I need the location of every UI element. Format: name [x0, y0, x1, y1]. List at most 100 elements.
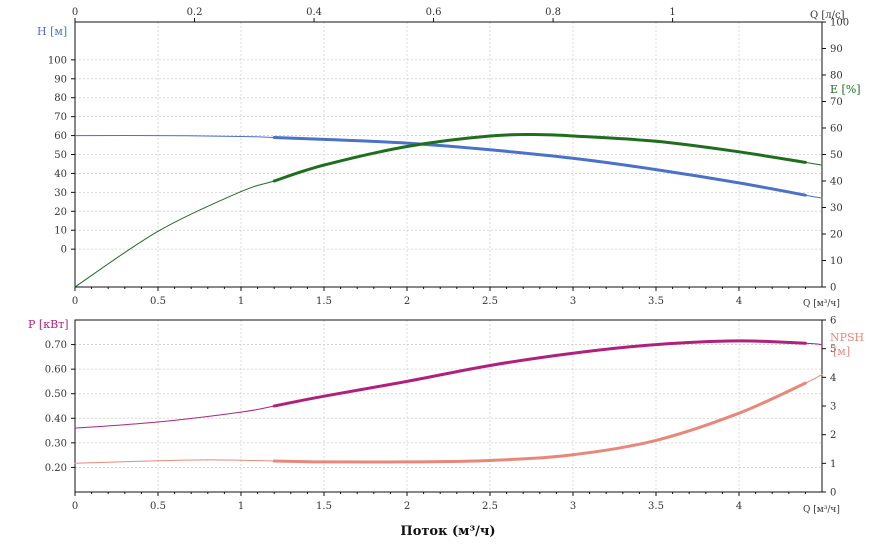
- top-right-tick-label: 100: [830, 18, 849, 29]
- bottom-series-0-point: [240, 411, 242, 413]
- bottom-series-1-point: [207, 459, 209, 461]
- top-x-tick-label: 4: [736, 296, 742, 307]
- top-x-tick-label: 2.5: [482, 296, 498, 307]
- bottom-x-tick-label: 0.5: [150, 501, 166, 512]
- top-right-tick-label: 30: [830, 203, 843, 214]
- bottom-right-tick-label: 0: [830, 488, 836, 499]
- top-right-tick-label: 40: [830, 177, 843, 188]
- top-axis-tick-label: 0.2: [187, 7, 203, 18]
- bottom-series-1-point: [240, 459, 242, 461]
- bottom-plot-frame: [74, 319, 823, 493]
- bottom-left-tick-label: 0.20: [45, 463, 67, 474]
- bottom-series-1-point: [572, 454, 574, 456]
- bottom-series-0-point: [804, 342, 807, 344]
- top-series-0-point: [240, 135, 242, 138]
- top-series-1-point: [489, 135, 491, 137]
- bottom-left-tick-label: 0.50: [45, 389, 67, 400]
- efficiency-axis-label: E [%]: [830, 83, 861, 96]
- bottom-series-1-point: [489, 459, 491, 462]
- bottom-series-0-point: [323, 395, 325, 397]
- top-left-tick-label: 100: [48, 55, 67, 66]
- bottom-right-tick-label: 3: [830, 402, 836, 413]
- top-left-tick-label: 80: [54, 93, 67, 104]
- top-left-tick-label: 60: [54, 131, 67, 142]
- top-series-0-point: [738, 182, 740, 184]
- bottom-left-tick-label: 0.30: [45, 438, 67, 449]
- top-right-tick-label: 90: [830, 44, 843, 55]
- bottom-x-tick-label: 4: [736, 501, 742, 512]
- top-series-1-full-curve: [74, 134, 823, 288]
- bottom-series-0-point: [738, 340, 740, 342]
- top-left-tick-label: 50: [54, 150, 67, 161]
- bottom-x-tick-label: 2: [404, 501, 410, 512]
- power-npsh-panel: 0 0.5 1 1.5 2 2.5 3 3.5 4 0.20 0.30 0.40 0.50 0.60 0.7…: [28, 316, 864, 540]
- bottom-series-0-point: [821, 343, 823, 346]
- top-left-tick-label: 20: [54, 207, 67, 218]
- top-series-1-point: [240, 191, 242, 193]
- top-tick-labels: 0 0.2 0.4 0.6 0.8 10 0.5 1 1.5 2 2.5 3 3.5 4010203040…: [48, 7, 849, 307]
- top-x-tick-label: 2: [404, 296, 410, 307]
- top-left-tick-label: 40: [54, 169, 67, 180]
- top-right-tick-label: 70: [830, 97, 843, 108]
- top-left-tick-label: 30: [54, 188, 67, 199]
- top-series-1-point: [804, 161, 807, 164]
- top-x-tick-label: 0.5: [150, 296, 166, 307]
- bottom-x-tick-label: 0: [72, 501, 78, 512]
- bottom-series-0-full-curve: [74, 340, 823, 429]
- top-right-tick-label: 80: [830, 71, 843, 82]
- top-series-1-point: [273, 180, 275, 182]
- flow-axis-title: Поток (м³/ч): [400, 524, 495, 539]
- top-series-group: [74, 133, 823, 288]
- bottom-right-tick-label: 6: [830, 316, 836, 327]
- top-right-tick-label: 20: [830, 230, 843, 241]
- top-series-0-point: [157, 134, 159, 137]
- bottom-series-0-point: [157, 421, 159, 423]
- top-axis-tick-label: 0.4: [306, 7, 322, 18]
- top-axis-tick-label: 0: [72, 7, 78, 18]
- bottom-series-1-point: [821, 373, 823, 376]
- top-series-1-point: [572, 135, 574, 137]
- top-series-1-point: [655, 140, 657, 142]
- bottom-series-0-point: [74, 427, 76, 429]
- top-right-tick-label: 60: [830, 124, 843, 135]
- top-right-tick-label: 0: [830, 283, 836, 294]
- top-right-tick-label: 50: [830, 150, 843, 161]
- top-axis-tick-label: 0.6: [426, 7, 442, 18]
- top-x-tick-label: 1.5: [316, 296, 332, 307]
- head-efficiency-panel: 0 0.2 0.4 0.6 0.8 10 0.5 1 1.5 2 2.5 3 3.5 4010203040…: [37, 7, 861, 309]
- bottom-x-tick-label: 1: [238, 501, 244, 512]
- top-left-tick-label: 90: [54, 74, 67, 85]
- top-series-1-point: [821, 164, 823, 166]
- bottom-right-tick-label: 1: [830, 459, 836, 470]
- bottom-series-group: [74, 339, 823, 464]
- top-series-0-operating-range: [272, 136, 807, 197]
- top-series-1-point: [539, 134, 541, 136]
- top-series-1-point: [323, 164, 325, 166]
- top-x-tick-label: 0: [72, 296, 78, 307]
- bottom-series-0-point: [489, 364, 491, 367]
- bottom-series-1-point: [804, 382, 807, 384]
- top-series-1-point: [738, 151, 740, 153]
- top-x-tick-label: 3: [570, 296, 576, 307]
- bottom-series-1-point: [406, 461, 408, 463]
- bottom-grid: [75, 320, 822, 492]
- top-series-0-point: [273, 136, 275, 139]
- head-axis-label: H [м]: [37, 25, 67, 38]
- power-axis-label: P [кВт]: [28, 318, 69, 331]
- bottom-x-tick-label: 3: [570, 501, 576, 512]
- bottom-right-tick-label: 5: [830, 344, 836, 355]
- top-axis-tick-label: 0.8: [545, 7, 561, 18]
- top-series-0-point: [323, 138, 325, 140]
- top-series-0-point: [821, 197, 823, 199]
- bottom-x-tick-label: 2.5: [482, 501, 498, 512]
- top-series-1-point: [157, 230, 159, 232]
- bottom-series-1-point: [74, 462, 76, 464]
- bottom-series-0-point: [655, 343, 657, 346]
- npsh-axis-unit: [м]: [833, 345, 850, 358]
- bottom-right-tick-label: 2: [830, 430, 836, 441]
- top-series-0-point: [655, 169, 657, 171]
- bottom-x-tick-label: 1.5: [316, 501, 332, 512]
- top-flow-axis-label: Q [л/с]: [810, 10, 845, 21]
- bottom-series-1-point: [157, 460, 159, 462]
- bottom-tick-labels: 0 0.5 1 1.5 2 2.5 3 3.5 4 0.20 0.30 0.40 0.50 0.60 0.7…: [45, 316, 837, 513]
